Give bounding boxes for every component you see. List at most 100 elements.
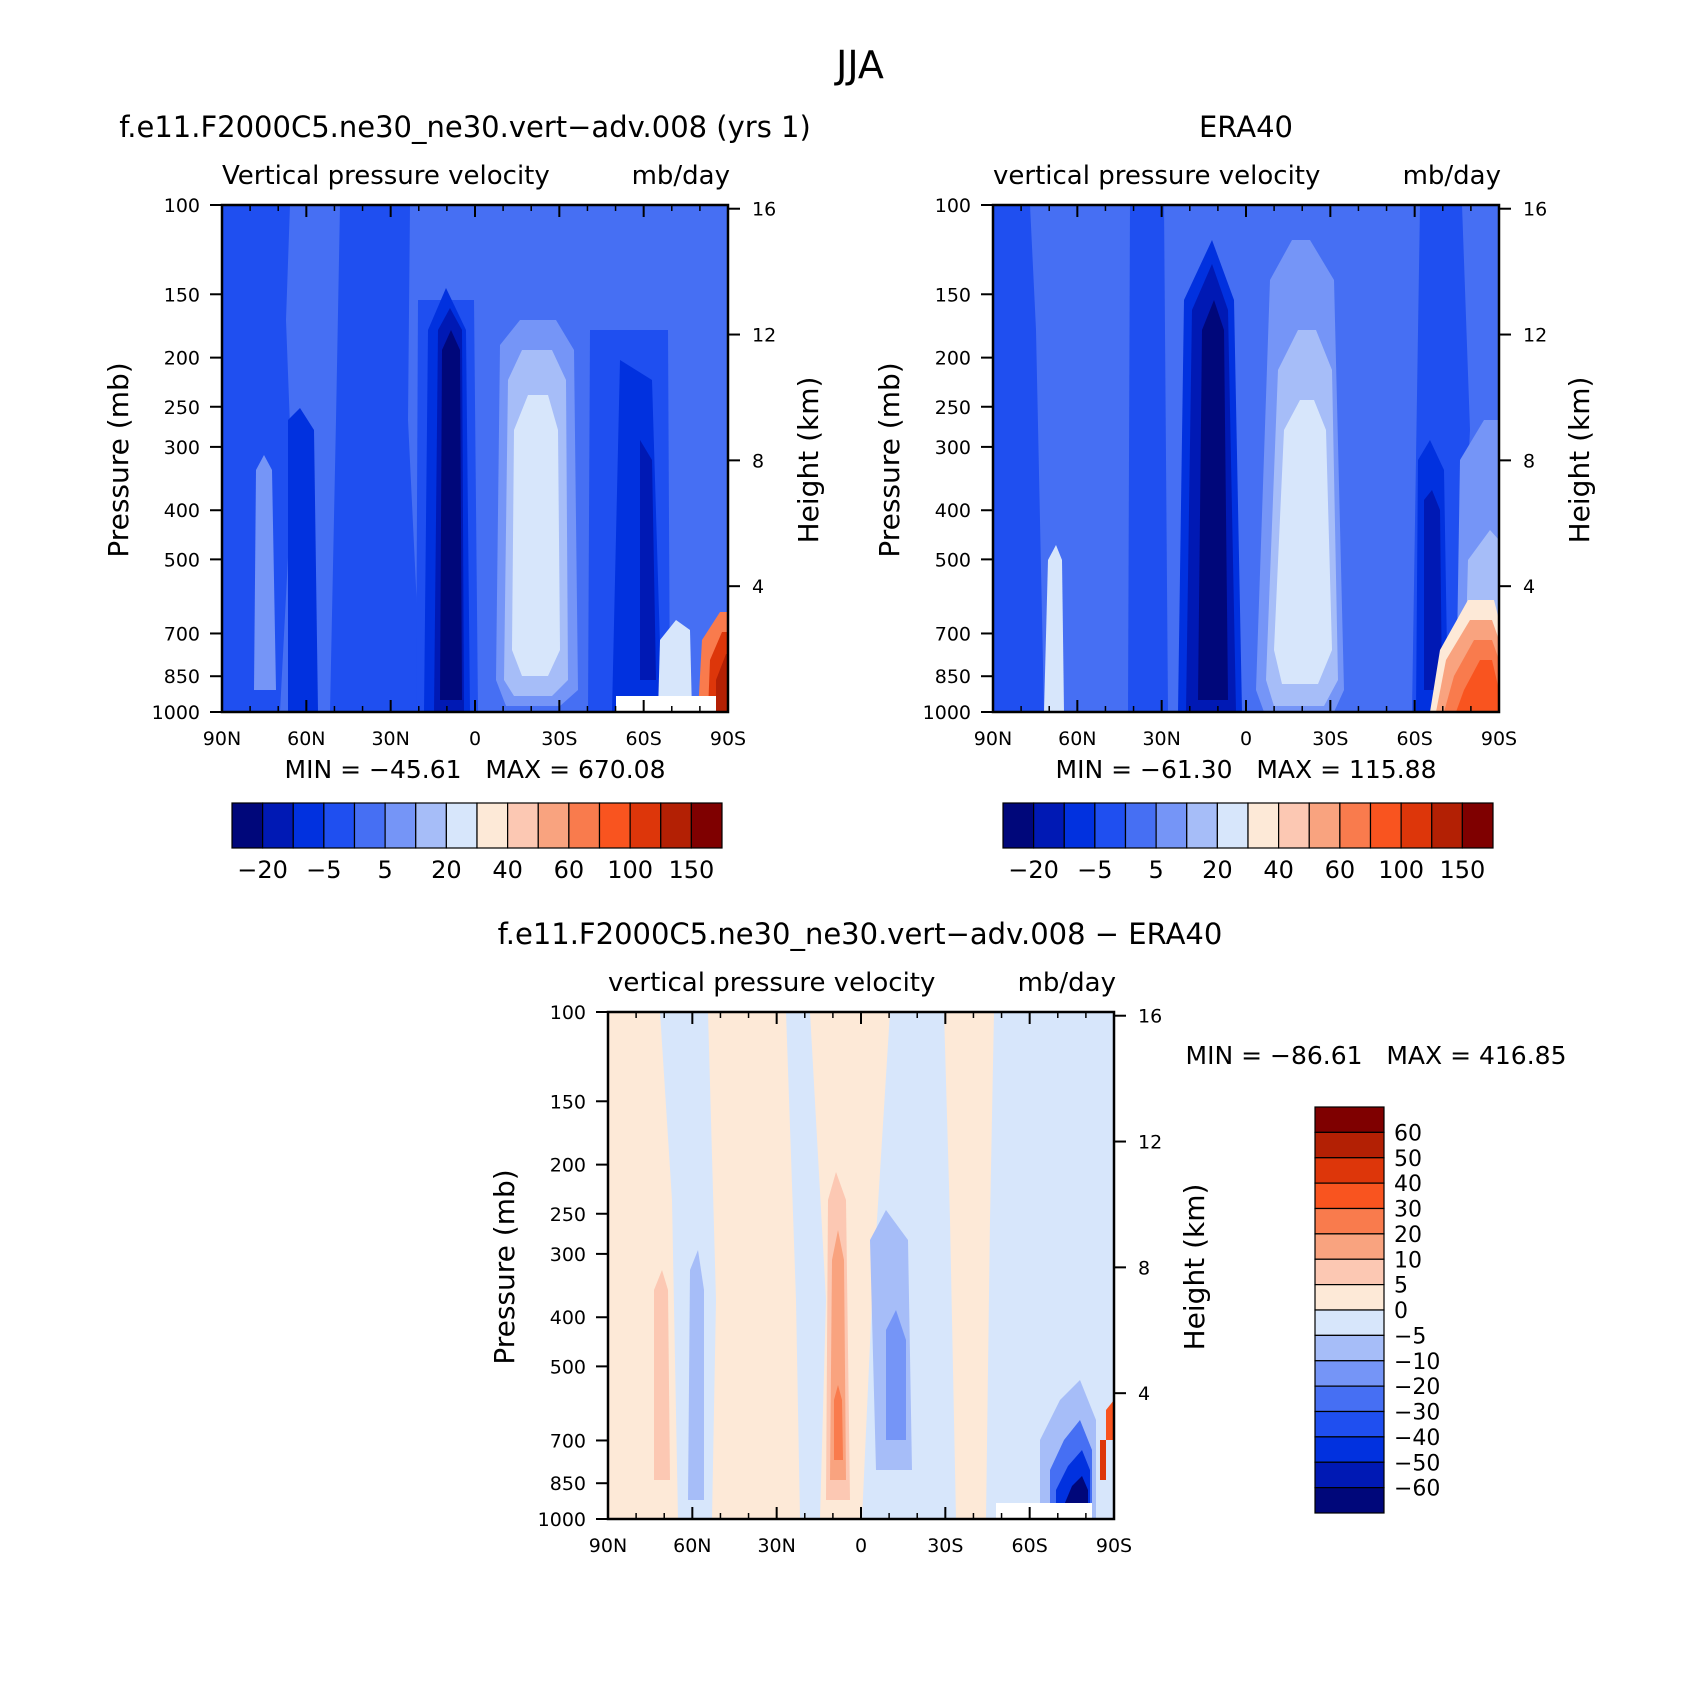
contour-region bbox=[688, 1250, 704, 1500]
x-tick-label: 0 bbox=[855, 1535, 867, 1557]
colorbar-swatch bbox=[1094, 802, 1127, 849]
x-tick-label: 60S bbox=[1397, 728, 1433, 750]
y-right-ticks: 16 12 8 4 bbox=[1114, 1006, 1162, 1405]
colorbar-swatch bbox=[1314, 1157, 1385, 1184]
units-label: mb/day bbox=[632, 161, 730, 191]
y-axis-title: Pressure (mb) bbox=[873, 362, 906, 557]
panel-title: f.e11.F2000C5.ne30_ne30.vert−adv.008 − E… bbox=[498, 917, 1223, 951]
colorbar-swatch bbox=[292, 802, 325, 849]
colorbar-label: 20 bbox=[431, 856, 462, 884]
colorbar-label: −30 bbox=[1394, 1401, 1440, 1426]
y-tick-label: 200 bbox=[164, 348, 200, 370]
x-tick-label: 90N bbox=[589, 1535, 627, 1557]
colorbar-swatch bbox=[1278, 802, 1310, 849]
y-right-tick-label: 12 bbox=[752, 325, 776, 347]
colorbar-swatch bbox=[476, 802, 509, 849]
contour-region bbox=[1128, 205, 1168, 712]
x-tick-label: 30N bbox=[757, 1535, 795, 1557]
contour-region bbox=[1424, 490, 1442, 690]
colorbar-label: 5 bbox=[1394, 1274, 1408, 1299]
colorbar-label: 40 bbox=[492, 856, 523, 884]
y-tick-label: 850 bbox=[550, 1473, 586, 1495]
colorbar-swatch bbox=[1314, 1410, 1385, 1438]
y-tick-label: 100 bbox=[550, 1002, 586, 1024]
colorbar-swatch bbox=[1186, 802, 1218, 849]
page-title: JJA bbox=[834, 43, 884, 87]
y-right-tick-label: 16 bbox=[1523, 199, 1547, 221]
colorbar-swatch bbox=[1216, 802, 1249, 849]
plot-field bbox=[608, 1012, 1114, 1519]
y-tick-label: 400 bbox=[164, 500, 200, 522]
y-tick-label: 150 bbox=[164, 284, 200, 306]
colorbar-swatch bbox=[1002, 802, 1035, 849]
colorbar-swatch bbox=[353, 802, 386, 849]
axes-frame: 90N 60N 30N 0 30S 60S 90S 100 150 200 250 300 400 50… bbox=[923, 195, 1548, 750]
x-ticks: 90N 60N 30N 0 30S 60S 90S bbox=[589, 1012, 1132, 1557]
contour-region bbox=[288, 408, 318, 712]
x-tick-label: 90N bbox=[203, 728, 241, 750]
y-tick-label: 100 bbox=[935, 195, 971, 217]
colorbar-swatch bbox=[1314, 1258, 1385, 1286]
contour-region bbox=[1100, 1440, 1106, 1480]
contour-region bbox=[254, 455, 276, 690]
contour-region bbox=[716, 654, 728, 712]
panel-model: f.e11.F2000C5.ne30_ne30.vert−adv.008 (yr… bbox=[102, 110, 825, 884]
x-tick-label: 90S bbox=[1096, 1535, 1132, 1557]
y-tick-label: 700 bbox=[164, 623, 200, 645]
colorbar-swatch bbox=[1400, 802, 1433, 849]
colorbar-swatch bbox=[1124, 802, 1157, 849]
colorbar-swatch bbox=[384, 802, 417, 849]
y-tick-label: 1000 bbox=[538, 1509, 586, 1531]
contour-region bbox=[440, 330, 462, 700]
colorbar-swatch bbox=[231, 802, 264, 849]
y-tick-label: 700 bbox=[550, 1430, 586, 1452]
panel-title: f.e11.F2000C5.ne30_ne30.vert−adv.008 (yr… bbox=[119, 110, 811, 144]
colorbar-label: 5 bbox=[1148, 856, 1163, 884]
x-tick-label: 60S bbox=[626, 728, 662, 750]
axes-frame: 90N 60N 30N 0 30S 60S 90S 100 150 200 250 300 400 50… bbox=[152, 195, 777, 750]
y-right-tick-label: 8 bbox=[1138, 1257, 1150, 1279]
y-tick-label: 200 bbox=[935, 348, 971, 370]
colorbar-swatch bbox=[1308, 802, 1341, 849]
axes-frame: 90N 60N 30N 0 30S 60S 90S 100 150 200 250 300 400 50… bbox=[538, 1002, 1163, 1557]
y-right-tick-label: 4 bbox=[752, 576, 764, 598]
colorbar-swatch bbox=[1314, 1309, 1385, 1336]
colorbar-swatch bbox=[1369, 802, 1402, 849]
y-tick-label: 150 bbox=[935, 284, 971, 306]
colorbar-label: −60 bbox=[1394, 1477, 1440, 1502]
contour-region bbox=[1044, 545, 1064, 712]
colorbar-label: 60 bbox=[554, 856, 585, 884]
colorbar-swatch bbox=[1314, 1207, 1385, 1235]
min-max-label: MIN = −86.61 MAX = 416.85 bbox=[1186, 1041, 1567, 1070]
colorbar-swatch bbox=[262, 802, 294, 849]
y-right-tick-label: 12 bbox=[1138, 1132, 1162, 1154]
x-ticks: 90N 60N 30N 0 30S 60S 90S bbox=[203, 205, 746, 750]
y-right-tick-label: 4 bbox=[1138, 1383, 1150, 1405]
colorbar-label: 5 bbox=[377, 856, 392, 884]
x-tick-label: 60S bbox=[1012, 1535, 1048, 1557]
colorbar-swatch bbox=[1339, 802, 1372, 849]
contour-region bbox=[222, 205, 292, 712]
x-tick-label: 90N bbox=[974, 728, 1012, 750]
colorbar-label: −5 bbox=[1394, 1324, 1426, 1349]
x-ticks: 90N 60N 30N 0 30S 60S 90S bbox=[974, 205, 1517, 750]
y-tick-label: 500 bbox=[550, 1356, 586, 1378]
colorbar-swatch bbox=[1314, 1182, 1385, 1210]
plot-field bbox=[222, 205, 728, 712]
colorbar-swatch bbox=[1247, 802, 1280, 849]
colorbar-swatch bbox=[1314, 1334, 1385, 1362]
contour-region bbox=[1106, 1400, 1114, 1440]
colorbar-label: −20 bbox=[1008, 856, 1059, 884]
colorbar-swatch bbox=[1033, 802, 1065, 849]
y-tick-label: 1000 bbox=[923, 702, 971, 724]
colorbar-swatch bbox=[537, 802, 570, 849]
plot-field bbox=[993, 205, 1499, 712]
y-right-tick-label: 8 bbox=[752, 450, 764, 472]
y-right-tick-label: 4 bbox=[1523, 576, 1535, 598]
colorbar-label: 150 bbox=[1439, 856, 1485, 884]
colorbar-swatch bbox=[1431, 802, 1463, 849]
colorbar-swatch bbox=[1314, 1131, 1385, 1159]
colorbar-label: −20 bbox=[237, 856, 288, 884]
